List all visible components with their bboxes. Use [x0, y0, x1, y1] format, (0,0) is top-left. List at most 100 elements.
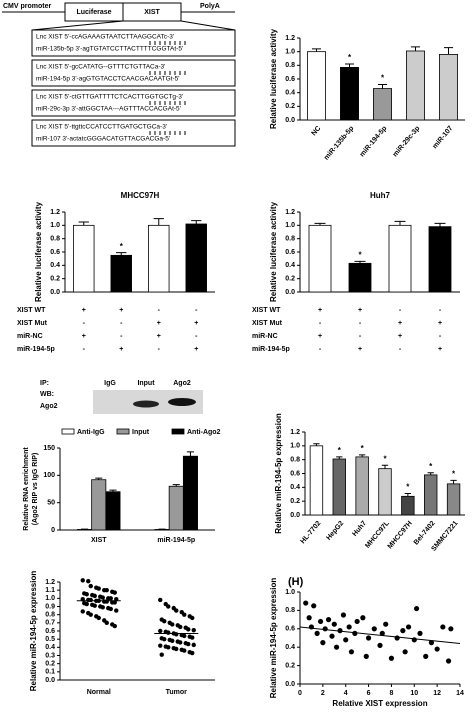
- bar: [73, 224, 95, 293]
- xist-box: [122, 2, 182, 22]
- dot: [174, 608, 179, 613]
- y-tick-label: 0.2: [285, 103, 295, 110]
- y-tick-label: 0.0: [290, 512, 300, 519]
- blot: IP: WB: IgG Input Ago2 Ago2: [40, 380, 203, 414]
- point: [311, 603, 317, 609]
- y-tick-label: 0.5: [45, 636, 55, 643]
- bar: [148, 224, 170, 293]
- dot: [92, 593, 97, 599]
- y-tick-label: 0.2: [285, 276, 295, 283]
- construct-label: XIST: [144, 9, 160, 16]
- point: [306, 615, 312, 621]
- condition-sign: -: [319, 346, 322, 353]
- bar: [428, 226, 452, 293]
- construct-label: PolyA: [200, 3, 220, 10]
- y-tick-label: 0.0: [285, 681, 295, 688]
- condition-sign: -: [195, 333, 198, 340]
- point: [360, 615, 366, 621]
- y-tick-label: 0.6: [50, 249, 60, 256]
- dot: [100, 595, 105, 600]
- dot: [84, 592, 89, 597]
- dot: [88, 597, 93, 603]
- dot: [182, 633, 187, 639]
- point: [346, 624, 352, 630]
- error-bar: [186, 451, 195, 457]
- x-tick-label: XIST: [91, 537, 107, 544]
- y-tick-label: 1.2: [290, 429, 300, 436]
- error-bar: [153, 218, 164, 226]
- condition-sign: -: [120, 320, 123, 327]
- x-tick-label: 8: [389, 690, 393, 697]
- dot: [170, 638, 175, 643]
- point: [352, 630, 358, 637]
- dot: [190, 650, 195, 656]
- point: [379, 630, 385, 637]
- bar: [182, 455, 198, 531]
- y-tick-label: 0.7: [45, 620, 55, 627]
- legend-swatch: [116, 428, 130, 435]
- error-bar: [394, 220, 406, 226]
- x-tick-label: Bel-7402: [413, 520, 437, 547]
- bar: [309, 445, 324, 516]
- error-bar: [78, 221, 89, 226]
- error-bar: [434, 222, 446, 227]
- chart-title: Huh7: [370, 191, 391, 200]
- sequence: Lnc XIST 5'-ctGTTGATTTTCTCACTTGGTGCTg-3': [36, 94, 183, 101]
- y-tick-label: 1.2: [285, 35, 295, 42]
- dot: [162, 619, 167, 624]
- dot: [84, 601, 89, 607]
- trend-line: [299, 626, 461, 645]
- bar: [110, 254, 132, 293]
- bar: [355, 456, 369, 516]
- dot: [186, 641, 191, 647]
- bar: [378, 468, 392, 516]
- legend-label: Anti-Ago2: [187, 429, 221, 436]
- y-tick-label: 0.8: [290, 457, 300, 464]
- y-tick-label: 1.2: [50, 209, 60, 216]
- y-axis-label: Relative luciferase activity: [34, 201, 43, 302]
- bar: [185, 223, 207, 293]
- significance: *: [361, 444, 365, 453]
- y-tick-label: 50: [47, 500, 55, 507]
- dot: [174, 646, 179, 652]
- panel-label: (H): [288, 576, 304, 588]
- significance: *: [358, 250, 362, 259]
- dot: [170, 622, 175, 627]
- y-tick-label: 0.4: [285, 262, 295, 269]
- alignment-box: [31, 119, 236, 147]
- point: [322, 626, 328, 632]
- y-tick-label: 1.0: [50, 222, 60, 229]
- dot: [166, 645, 171, 650]
- y-tick-label: 0.6: [285, 249, 295, 256]
- point: [343, 637, 349, 643]
- condition-sign: +: [318, 307, 322, 314]
- bar: [105, 491, 121, 531]
- y-axis-label: (Ago2 RIP vs IgG RIP): [32, 453, 39, 526]
- point: [354, 618, 360, 625]
- condition-sign: -: [158, 346, 161, 353]
- condition-sign: -: [359, 320, 362, 327]
- point: [365, 635, 372, 641]
- y-tick-label: 0.6: [285, 76, 295, 83]
- band-label: Ago2: [40, 403, 58, 410]
- bar: [401, 495, 415, 516]
- bar: [308, 224, 332, 293]
- y-tick-label: 0: [51, 527, 55, 534]
- y-tick-label: 0.4: [45, 644, 55, 651]
- dot: [191, 627, 196, 633]
- y-tick-label: 0.2: [50, 276, 60, 283]
- x-tick-label: Huh7: [351, 520, 368, 538]
- dot: [158, 643, 163, 648]
- error-bar: [311, 48, 322, 52]
- y-tick-label: 0.4: [285, 644, 295, 651]
- y-tick-label: 0.8: [45, 612, 55, 619]
- error-bar: [404, 493, 411, 497]
- dot: [182, 648, 187, 653]
- bar: [446, 483, 461, 516]
- construct-label: CMV promoter: [3, 3, 52, 10]
- bar: [388, 224, 412, 293]
- point: [363, 653, 369, 660]
- point: [448, 626, 454, 632]
- point: [394, 635, 400, 641]
- error-bar: [450, 479, 457, 484]
